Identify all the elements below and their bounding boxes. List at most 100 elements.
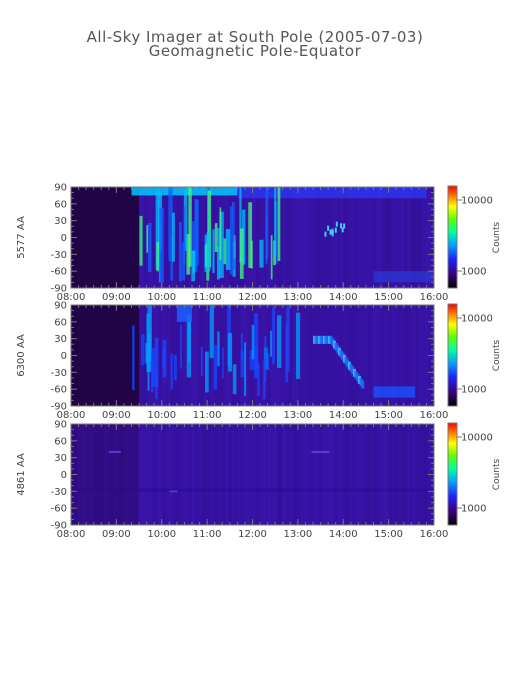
heatmap-cell (300, 305, 305, 406)
heatmap-cell (415, 424, 420, 525)
heatmap-cell (246, 305, 250, 406)
x-tick-label: 11:00 (193, 529, 222, 540)
heatmap-dark-region (71, 424, 140, 525)
heatmap-cell (409, 424, 414, 525)
heatmap-cell (219, 305, 223, 406)
heatmap-cell (104, 424, 108, 525)
y-tick-label: -90 (51, 521, 67, 532)
heatmap-streak (209, 305, 214, 359)
heatmap-cell (403, 305, 408, 406)
heatmap-streak (343, 223, 346, 229)
x-tick-label: 10:00 (147, 529, 176, 540)
heatmap-cell (394, 424, 399, 525)
heatmap-cell (376, 424, 381, 525)
heatmap-cell (288, 187, 293, 288)
y-tick-label: 30 (54, 216, 67, 227)
y-tick-label: -90 (51, 402, 67, 413)
heatmap-cell (297, 424, 302, 525)
heatmap-cell (222, 187, 226, 288)
heatmap-streak (249, 350, 254, 371)
heatmap-streak (259, 239, 264, 268)
colorbar-tick-label: 1000 (461, 267, 486, 278)
heatmap-streak (274, 187, 277, 256)
heatmap-streak (270, 330, 272, 357)
heatmap-cell (237, 187, 241, 288)
x-tick-label: 10:00 (147, 292, 176, 303)
heatmap-cell (322, 187, 326, 288)
heatmap-cell (192, 424, 196, 525)
heatmap-cell (185, 424, 190, 525)
heatmap-cell (361, 305, 365, 406)
heatmap-streak (217, 227, 220, 252)
heatmap-cell (322, 424, 326, 525)
heatmap-cell (331, 305, 335, 406)
heatmap-cell (182, 305, 187, 406)
y-tick-label: -60 (51, 385, 67, 396)
heatmap-cell (261, 305, 266, 406)
heatmap-cell (376, 187, 381, 288)
heatmap-streak (311, 450, 330, 453)
heatmap-cell (355, 187, 359, 288)
heatmap-cell (382, 187, 387, 288)
heatmap-streak (217, 331, 220, 367)
y-tick-label: -90 (51, 284, 67, 295)
heatmap-cell (328, 305, 332, 406)
heatmap-streak (155, 190, 160, 270)
heatmap-cell (92, 424, 96, 525)
colorbar-tick-label: 10000 (461, 196, 493, 207)
heatmap-arc (326, 335, 330, 344)
x-tick-label: 08:00 (57, 529, 86, 540)
heatmap-cell (137, 305, 142, 406)
heatmap-blob (373, 386, 416, 398)
heatmap-cell (385, 187, 390, 288)
colorbar-tick-label: 10000 (461, 314, 493, 325)
heatmap-cell (243, 424, 247, 525)
heatmap-streak (188, 187, 192, 267)
heatmap-cell (412, 424, 417, 525)
heatmap-cell (349, 187, 353, 288)
colorbar-frame (447, 422, 458, 526)
heatmap-arc (322, 335, 326, 344)
heatmap-streak (108, 450, 121, 453)
y-tick-label: 0 (61, 351, 67, 362)
y-tick-label: -60 (51, 504, 67, 515)
heatmap-cell (346, 305, 350, 406)
heatmap-streak (156, 241, 159, 272)
heatmap-streak (151, 355, 154, 393)
colorbar-tick-label: 1000 (461, 385, 486, 396)
heatmap-cell (358, 305, 362, 406)
heatmap-cell (364, 187, 368, 288)
heatmap-cell (255, 187, 260, 288)
heatmap-streak (186, 314, 192, 378)
heatmap-streak (276, 315, 282, 368)
heatmap-arc (354, 371, 358, 380)
heatmap-cell (167, 305, 172, 406)
heatmap-cell (297, 187, 302, 288)
heatmap-cell (285, 424, 290, 525)
heatmap-streak (254, 313, 259, 379)
heatmap-streak (270, 235, 273, 280)
x-tick-label: 09:00 (102, 529, 131, 540)
heatmap-cell (361, 187, 365, 288)
heatmap-cell (80, 424, 84, 525)
heatmap-arc (349, 364, 353, 373)
heatmap-cell (316, 187, 320, 288)
heatmap-cell (385, 424, 390, 525)
heatmap-cell (394, 187, 399, 288)
x-tick-label: 11:00 (193, 410, 222, 421)
heatmap-cell (373, 187, 378, 288)
heatmap-cell (192, 305, 196, 406)
x-tick-label: 16:00 (420, 292, 449, 303)
heatmap-arc (357, 375, 361, 384)
x-tick-label: 16:00 (420, 529, 449, 540)
heatmap-cell (158, 305, 163, 406)
heatmap-cell (370, 305, 374, 406)
heatmap-cell (276, 424, 281, 525)
heatmap-cell (412, 187, 417, 288)
heatmap-cell (391, 424, 396, 525)
heatmap-cell (282, 187, 287, 288)
heatmap-band (71, 488, 434, 492)
heatmap-streak (341, 227, 344, 233)
heatmap-cell (291, 424, 296, 525)
